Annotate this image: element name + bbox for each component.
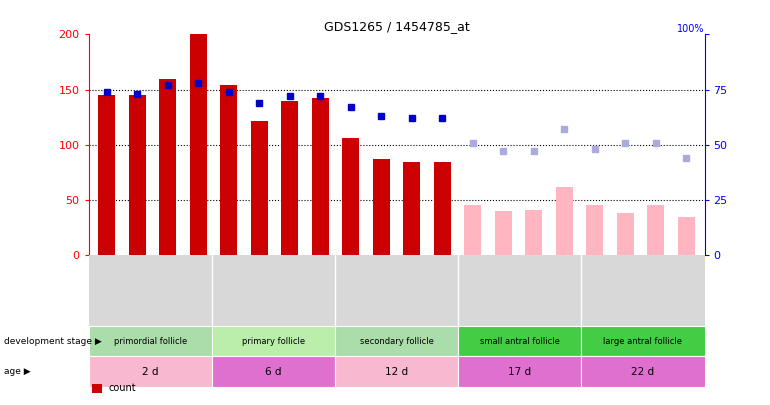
- Bar: [464, 205, 481, 255]
- Text: 6 d: 6 d: [265, 367, 282, 377]
- Text: primary follicle: primary follicle: [242, 337, 305, 346]
- Text: primordial follicle: primordial follicle: [113, 337, 187, 346]
- Bar: [587, 205, 603, 255]
- Bar: [312, 98, 329, 255]
- Bar: [556, 187, 573, 255]
- Text: development stage ▶: development stage ▶: [4, 337, 102, 346]
- Text: age ▶: age ▶: [4, 367, 31, 376]
- Bar: [525, 210, 542, 255]
- Bar: [281, 100, 298, 255]
- Bar: [648, 205, 665, 255]
- Bar: [678, 217, 695, 255]
- Title: GDS1265 / 1454785_at: GDS1265 / 1454785_at: [323, 20, 470, 33]
- Bar: [434, 162, 450, 255]
- Text: count: count: [109, 384, 136, 393]
- Text: 22 d: 22 d: [631, 367, 654, 377]
- Bar: [403, 162, 420, 255]
- Text: 17 d: 17 d: [508, 367, 531, 377]
- Bar: [220, 85, 237, 255]
- Bar: [129, 95, 146, 255]
- Text: 12 d: 12 d: [385, 367, 408, 377]
- Text: 100%: 100%: [677, 24, 705, 34]
- Bar: [99, 95, 116, 255]
- Text: small antral follicle: small antral follicle: [480, 337, 560, 346]
- Bar: [159, 79, 176, 255]
- Text: large antral follicle: large antral follicle: [604, 337, 682, 346]
- Text: 2 d: 2 d: [142, 367, 159, 377]
- Text: secondary follicle: secondary follicle: [360, 337, 434, 346]
- Bar: [251, 121, 268, 255]
- Bar: [617, 213, 634, 255]
- Bar: [343, 138, 359, 255]
- Bar: [190, 34, 206, 255]
- Bar: [495, 211, 512, 255]
- Bar: [373, 159, 390, 255]
